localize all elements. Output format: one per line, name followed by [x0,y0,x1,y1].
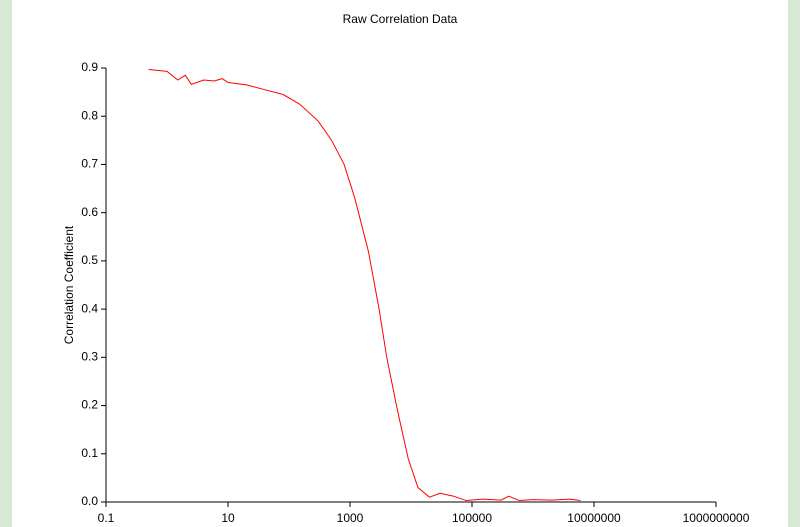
x-tick-label: 10000000 [567,511,621,525]
y-tick-label: 0.1 [81,446,98,460]
chart-title: Raw Correlation Data [343,12,458,26]
x-tick-label: 100000 [452,511,492,525]
y-axis-label: Correlation Coefficient [62,225,76,344]
data-line [148,68,581,502]
y-tick-label: 0.5 [81,253,98,267]
x-tick-label: 10 [221,511,235,525]
y-tick-label: 0.0 [81,494,98,508]
y-tick-label: 0.3 [81,350,98,364]
x-tick-label: 1000 [337,511,364,525]
y-tick-label: 0.6 [81,205,98,219]
x-tick-label: 0.1 [98,511,115,525]
y-tick-label: 0.4 [81,301,98,315]
x-tick-label: 1000000000 [683,511,750,525]
chart-panel [12,0,788,527]
y-tick-label: 0.2 [81,398,98,412]
y-tick-label: 0.7 [81,157,98,171]
y-tick-label: 0.8 [81,108,98,122]
y-tick-label: 0.9 [81,60,98,74]
